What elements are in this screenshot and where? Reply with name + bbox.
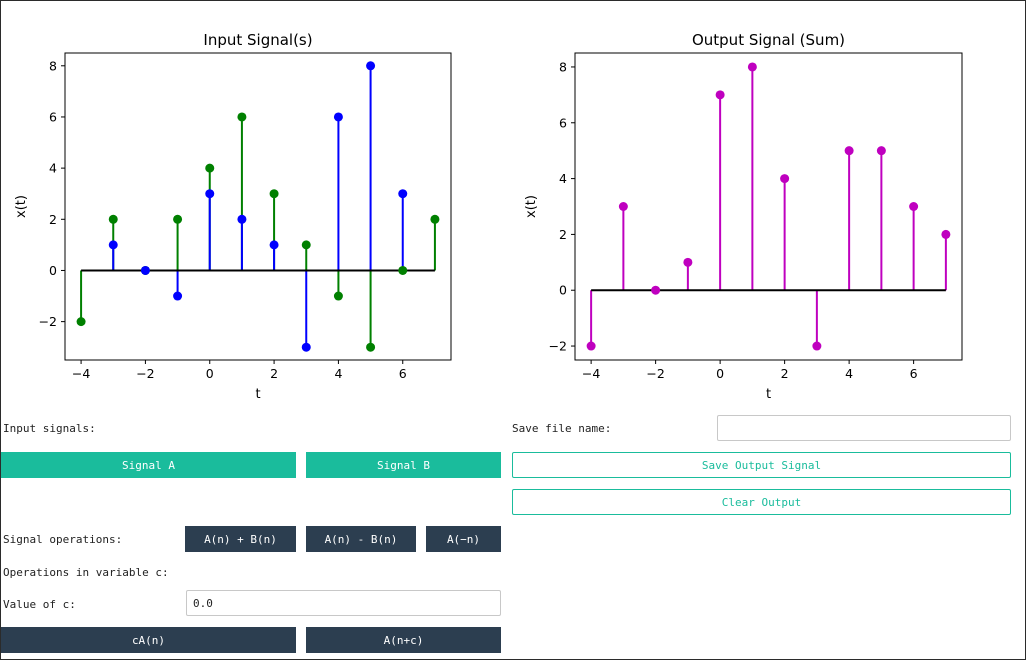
stem-marker [618,202,628,211]
stem-marker [76,317,86,327]
stem-marker [909,202,919,211]
stem-marker [173,291,183,301]
signal-b-button[interactable]: Signal B [306,452,501,478]
x-tick-label: 2 [270,366,278,381]
clear-output-button[interactable]: Clear Output [512,489,1011,515]
input-signals-label: Input signals: [3,422,96,435]
variable-operations-label: Operations in variable c: [3,566,169,579]
y-tick-label: 0 [559,283,567,298]
stem-marker [683,257,693,267]
add-signals-button[interactable]: A(n) + B(n) [185,526,296,552]
stem-marker [140,265,150,275]
x-tick-label: 6 [910,366,918,381]
signal-operations-label: Signal operations: [3,533,123,546]
x-tick-label: 6 [399,366,407,381]
stem-marker [333,112,343,122]
x-tick-label: −2 [136,366,154,381]
c-value-label: Value of c: [3,598,76,611]
shift-signal-button[interactable]: A(n+c) [306,627,501,653]
x-tick-label: −4 [582,366,600,381]
subtract-signals-button[interactable]: A(n) - B(n) [306,526,416,552]
chart-title: Input Signal(s) [203,31,312,49]
stem-marker [333,291,343,301]
signal-a-button[interactable]: Signal A [1,452,296,478]
y-tick-label: 2 [49,212,57,227]
stem-marker [430,214,440,224]
stem-marker [366,342,376,352]
output-signal-chart: Output Signal (Sum) −4 −2 0 2 4 6 −2 0 2 4 6 8 t x(t) [524,31,963,402]
stem-marker [586,341,596,351]
plot-frame [64,52,452,361]
output-signal-plot: Output Signal (Sum) −4 −2 0 2 4 6 −2 0 2 4 6 8 t x(t) [506,1,1021,411]
y-tick-label: 2 [559,227,567,242]
y-tick-label: 6 [49,109,57,124]
y-axis-label: x(t) [524,195,539,218]
x-tick-label: 0 [716,366,724,381]
stem-marker [398,265,408,275]
stem-marker [237,214,247,224]
x-tick-label: −4 [72,366,90,381]
x-tick-label: 4 [334,366,342,381]
y-tick-label: 0 [49,263,57,278]
stem-marker [173,214,183,224]
y-tick-label: 4 [559,171,567,186]
c-value-input[interactable] [186,590,501,616]
stem-marker [237,112,247,122]
stem-marker [844,146,854,156]
input-signal-plot: Input Signal(s) −4 −2 0 2 4 6 −2 0 2 4 6 8 t x(t) [1,1,506,411]
x-tick-label: 0 [206,366,214,381]
stem-marker [747,62,757,72]
stem-marker [398,189,408,199]
y-tick-label: 4 [49,161,57,176]
x-tick-label: −2 [646,366,664,381]
stem-marker [812,341,822,351]
save-file-name-label: Save file name: [512,422,612,435]
y-tick-label: −2 [549,339,567,354]
x-axis-label: t [255,387,260,402]
y-tick-label: −2 [39,314,57,329]
stem-marker [269,240,279,250]
y-tick-label: 8 [559,59,567,74]
time-reverse-button[interactable]: A(−n) [426,526,501,552]
input-signal-chart: Input Signal(s) −4 −2 0 2 4 6 −2 0 2 4 6 8 t x(t) [14,31,452,402]
stem-marker [780,174,790,184]
plot-frame [574,52,963,361]
stem-marker [651,285,661,295]
x-tick-label: 4 [845,366,853,381]
chart-title: Output Signal (Sum) [692,31,845,49]
stem-marker [366,61,376,71]
stem-marker [301,240,311,250]
stem-marker [715,90,725,100]
stem-marker [205,189,215,199]
stem-marker [941,229,951,239]
stem-marker [876,146,886,156]
y-tick-label: 6 [559,115,567,130]
x-tick-label: 2 [781,366,789,381]
stem-marker [301,342,311,352]
x-axis-label: t [766,387,771,402]
save-file-name-input[interactable] [717,415,1011,441]
save-output-button[interactable]: Save Output Signal [512,452,1011,478]
stem-marker [269,189,279,199]
stem-marker [108,240,118,250]
stem-marker [108,214,118,224]
scale-signal-button[interactable]: cA(n) [1,627,296,653]
stem-marker [205,163,215,173]
y-tick-label: 8 [49,58,57,73]
y-axis-label: x(t) [14,195,29,218]
